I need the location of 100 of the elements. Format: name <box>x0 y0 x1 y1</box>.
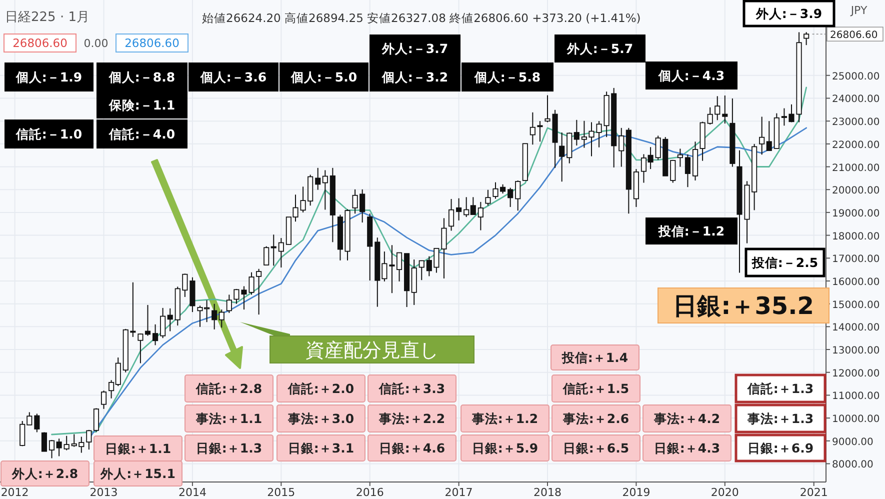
ytick: 11000.00 <box>832 391 880 402</box>
annotation: 信託:＋1.5 <box>552 374 640 402</box>
annotation: 事法:＋1.3 <box>734 404 826 434</box>
annotation: 日銀:＋1.3 <box>196 440 262 456</box>
annotation: 日銀:＋35.2 <box>673 292 814 320</box>
xtick: 2019 <box>622 486 650 499</box>
annotation: 事法:＋3.0 <box>276 404 366 432</box>
annotation: 26806.60 <box>830 30 878 42</box>
annotation: 個人:－3.6 <box>199 70 267 84</box>
annotation: 個人:－5.0 <box>280 62 368 92</box>
annotation: 26806.60 <box>116 34 188 52</box>
annotation: 日銀:＋4.6 <box>368 434 456 462</box>
annotation: 外人:＋2.8 <box>10 466 78 481</box>
ytick: 25000.00 <box>832 71 880 82</box>
annotation: 事法:＋3.0 <box>286 411 354 426</box>
ytick: 18000.00 <box>832 231 880 242</box>
annotation: 事法:＋2.2 <box>368 404 456 432</box>
annotation: 個人:－4.3 <box>657 68 725 83</box>
ytick: 12000.00 <box>832 368 880 380</box>
annotation: 外人:－3.7 <box>380 41 448 56</box>
xtick: 2020 <box>710 486 739 499</box>
ytick: 10000.00 <box>832 414 880 426</box>
annotation: 個人:－5.8 <box>473 70 541 84</box>
ytick: 16000.00 <box>832 276 880 288</box>
annotation: 個人:－1.9 <box>14 70 82 84</box>
annotation: 信託:＋2.8 <box>184 374 274 402</box>
annotation: 個人:－8.8 <box>108 70 176 84</box>
annotation: 信託:＋2.0 <box>276 374 366 402</box>
annotation: 日銀:＋6.9 <box>747 440 814 456</box>
annotation: 事法:＋1.3 <box>746 411 814 426</box>
annotation: 日銀:＋4.3 <box>642 434 732 462</box>
annotation: 信託:－1.0 <box>14 126 82 142</box>
xtick: 2021 <box>800 486 828 499</box>
ytick: 9000.00 <box>832 436 874 448</box>
annotation: 投信:＋1.4 <box>550 344 640 370</box>
ytick: 19000.00 <box>832 208 880 220</box>
ytick: 22000.00 <box>832 140 880 151</box>
annotation: 事法:＋4.2 <box>642 404 732 432</box>
annotation: 信託:＋1.5 <box>562 381 630 396</box>
xtick: 2014 <box>178 486 206 499</box>
annotation: 信託:＋3.3 <box>378 381 446 396</box>
subtitle: 始値26624.20 高値26894.25 安値26327.08 終値26806.60 +373.20 (+1.41%) <box>202 11 641 25</box>
annotation: 26806.60 <box>12 36 68 50</box>
annotation: 外人:＋2.8 <box>0 460 90 486</box>
xtick: 2013 <box>90 486 118 499</box>
ytick: 8000.00 <box>832 460 874 471</box>
annotation: 投信:－1.2 <box>646 218 738 244</box>
ytick: 21000.00 <box>832 162 880 174</box>
annotation: 日銀:＋5.9 <box>472 440 538 456</box>
annotation: 日銀:＋35.2 <box>658 288 830 324</box>
annotation: 事法:＋4.2 <box>652 411 720 426</box>
xtick: 2016 <box>356 486 384 499</box>
annotation: 事法:＋2.2 <box>378 411 446 426</box>
annotation: 投信:－1.2 <box>657 224 725 238</box>
annotation: 保険:－1.1 <box>96 92 188 118</box>
annotation: 日銀:＋1.1 <box>104 441 172 456</box>
annotation: 26806.60 <box>124 36 180 50</box>
annotation: 日銀:＋5.9 <box>460 434 550 462</box>
title: 日経225 · 1月 <box>5 10 90 25</box>
annotation: 資産配分見直し <box>306 339 438 362</box>
annotation: 26806.60 <box>4 34 76 52</box>
annotation: 事法:＋2.6 <box>552 404 640 432</box>
annotation: 信託:－4.0 <box>96 120 188 148</box>
annotation: 個人:－4.3 <box>646 62 738 90</box>
annotation: 日銀:＋6.5 <box>562 440 630 456</box>
annotation: 外人:－5.7 <box>554 34 646 62</box>
ytick: 15000.00 <box>832 300 880 311</box>
annotation: 個人:－8.8 <box>96 62 188 92</box>
annotation: 信託:－4.0 <box>108 126 176 142</box>
annotation: 投信:－2.5 <box>750 255 818 270</box>
annotation: 外人:－3.7 <box>370 34 460 62</box>
annotation: 信託:＋2.8 <box>194 381 262 396</box>
annotation: 信託:＋1.3 <box>734 374 826 404</box>
annotation: 個人:－3.2 <box>380 70 448 84</box>
annotation: 外人:－3.9 <box>742 0 836 28</box>
annotation: 日銀:＋4.3 <box>654 440 720 456</box>
annotation: 事法:＋1.1 <box>184 404 274 432</box>
xtick: 2018 <box>534 486 562 499</box>
annotation: 外人:－5.7 <box>566 41 634 56</box>
annotation: JPY <box>850 4 868 17</box>
annotation: 外人:＋15.1 <box>100 466 176 481</box>
annotation: 資産配分見直し <box>270 336 474 364</box>
annotation: 0.00 <box>84 36 108 50</box>
annotation: 事法:＋2.6 <box>562 411 630 426</box>
annotation: 日銀:＋3.1 <box>276 434 366 462</box>
annotation: 投信:－2.5 <box>744 248 826 278</box>
annotation: 事法:＋1.2 <box>460 404 550 432</box>
annotation: 日銀:＋6.9 <box>734 434 826 462</box>
annotation: 個人:－5.0 <box>290 70 358 84</box>
annotation: 信託:＋2.0 <box>286 381 354 396</box>
annotation: 日銀:＋3.1 <box>288 440 354 456</box>
annotation: 外人:＋15.1 <box>94 460 182 486</box>
annotation: 外人:－3.9 <box>754 6 822 21</box>
annotation: 信託:－1.0 <box>4 120 94 148</box>
annotation: 保険:－1.1 <box>108 98 176 112</box>
ytick: 24000.00 <box>832 94 880 106</box>
ytick: 14000.00 <box>832 322 880 334</box>
annotation: 信託:＋3.3 <box>368 374 456 402</box>
annotation: 信託:＋1.3 <box>746 381 814 396</box>
annotation: 日銀:＋6.5 <box>552 434 640 462</box>
